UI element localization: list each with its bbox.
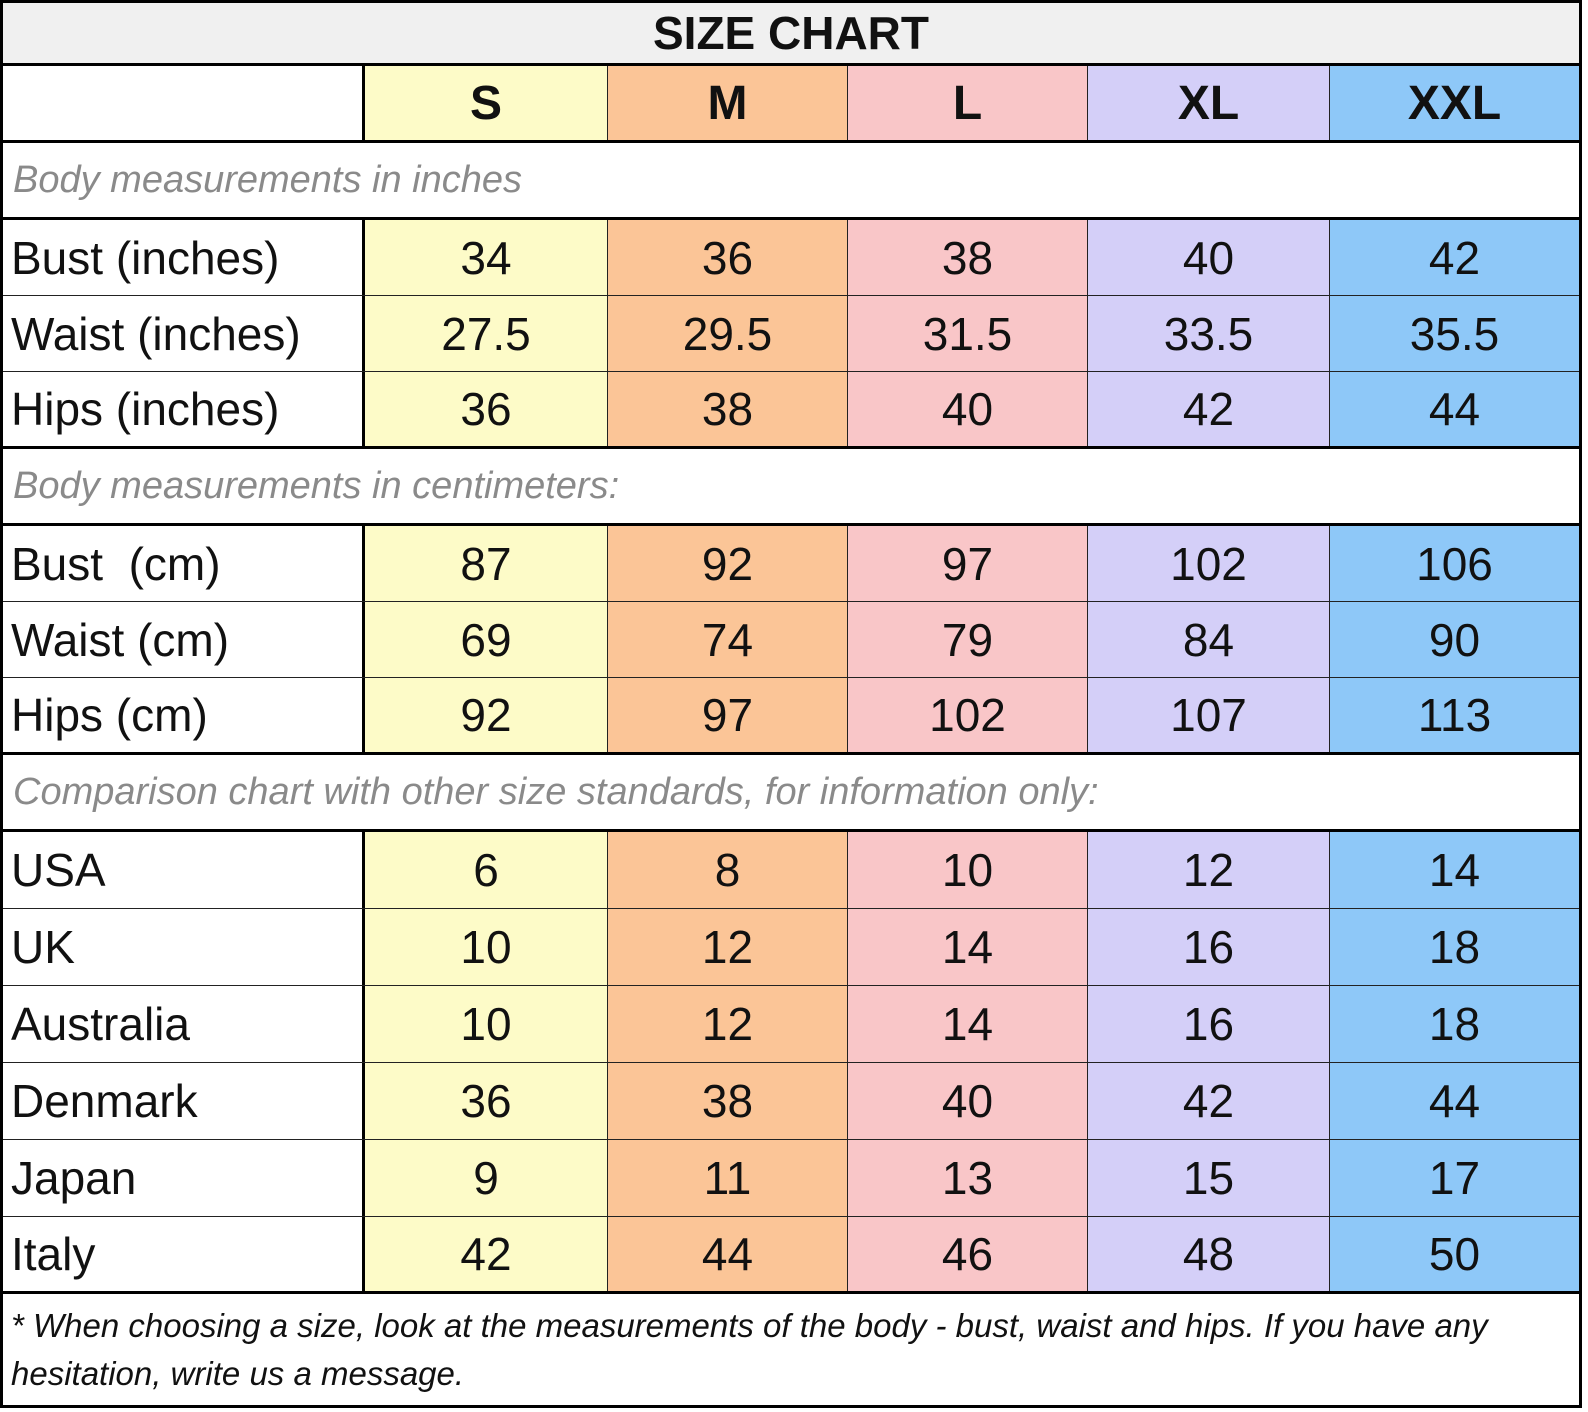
- value-cell: 12: [607, 909, 847, 985]
- value-cell: 36: [607, 220, 847, 295]
- value-cell: 36: [365, 372, 607, 446]
- value-cell: 92: [365, 678, 607, 752]
- value-cell: 38: [607, 1063, 847, 1139]
- value-cell: 14: [847, 986, 1087, 1062]
- value-cell: 42: [365, 1217, 607, 1291]
- table-row: Italy 42 44 46 48 50: [3, 1217, 1579, 1294]
- value-cell: 44: [1329, 1063, 1579, 1139]
- footnote: * When choosing a size, look at the meas…: [11, 1307, 1488, 1392]
- header-corner: [3, 66, 365, 140]
- row-label: Denmark: [3, 1063, 365, 1139]
- size-header-l: L: [847, 66, 1087, 140]
- table-row: Hips (cm) 92 97 102 107 113: [3, 678, 1579, 755]
- value-cell: 15: [1087, 1140, 1329, 1216]
- value-cell: 18: [1329, 986, 1579, 1062]
- value-cell: 31.5: [847, 296, 1087, 371]
- value-cell: 36: [365, 1063, 607, 1139]
- value-cell: 42: [1329, 220, 1579, 295]
- table-row: Hips (inches) 36 38 40 42 44: [3, 372, 1579, 449]
- value-cell: 79: [847, 602, 1087, 677]
- value-cell: 10: [847, 832, 1087, 908]
- value-cell: 69: [365, 602, 607, 677]
- value-cell: 38: [847, 220, 1087, 295]
- value-cell: 87: [365, 526, 607, 601]
- value-cell: 35.5: [1329, 296, 1579, 371]
- value-cell: 50: [1329, 1217, 1579, 1291]
- value-cell: 6: [365, 832, 607, 908]
- value-cell: 33.5: [1087, 296, 1329, 371]
- row-label: Hips (cm): [3, 678, 365, 752]
- value-cell: 12: [1087, 832, 1329, 908]
- section-heading-comparison: Comparison chart with other size standar…: [3, 755, 1579, 832]
- table-row: Bust (inches) 34 36 38 40 42: [3, 220, 1579, 296]
- value-cell: 16: [1087, 986, 1329, 1062]
- row-label: Hips (inches): [3, 372, 365, 446]
- value-cell: 106: [1329, 526, 1579, 601]
- table-row: Japan 9 11 13 15 17: [3, 1140, 1579, 1217]
- value-cell: 11: [607, 1140, 847, 1216]
- row-label: Japan: [3, 1140, 365, 1216]
- table-row: Australia 10 12 14 16 18: [3, 986, 1579, 1063]
- value-cell: 92: [607, 526, 847, 601]
- table-row: UK 10 12 14 16 18: [3, 909, 1579, 986]
- section-heading-inches: Body measurements in inches: [3, 143, 1579, 220]
- value-cell: 90: [1329, 602, 1579, 677]
- section-heading-centimeters: Body measurements in centimeters:: [3, 449, 1579, 526]
- value-cell: 8: [607, 832, 847, 908]
- value-cell: 84: [1087, 602, 1329, 677]
- value-cell: 29.5: [607, 296, 847, 371]
- value-cell: 46: [847, 1217, 1087, 1291]
- size-header-row: S M L XL XXL: [3, 66, 1579, 143]
- row-label: Bust (inches): [3, 220, 365, 295]
- size-header-xxl: XXL: [1329, 66, 1579, 140]
- row-label: Waist (inches): [3, 296, 365, 371]
- value-cell: 102: [1087, 526, 1329, 601]
- value-cell: 40: [1087, 220, 1329, 295]
- value-cell: 13: [847, 1140, 1087, 1216]
- value-cell: 27.5: [365, 296, 607, 371]
- row-label: Waist (cm): [3, 602, 365, 677]
- size-header-s: S: [365, 66, 607, 140]
- value-cell: 14: [847, 909, 1087, 985]
- value-cell: 113: [1329, 678, 1579, 752]
- value-cell: 97: [607, 678, 847, 752]
- table-row: Waist (cm) 69 74 79 84 90: [3, 602, 1579, 678]
- row-label: Italy: [3, 1217, 365, 1291]
- value-cell: 74: [607, 602, 847, 677]
- value-cell: 48: [1087, 1217, 1329, 1291]
- value-cell: 9: [365, 1140, 607, 1216]
- table-row: Denmark 36 38 40 42 44: [3, 1063, 1579, 1140]
- table-row: Bust (cm) 87 92 97 102 106: [3, 526, 1579, 602]
- value-cell: 34: [365, 220, 607, 295]
- value-cell: 18: [1329, 909, 1579, 985]
- value-cell: 40: [847, 372, 1087, 446]
- table-row: USA 6 8 10 12 14: [3, 832, 1579, 909]
- value-cell: 10: [365, 909, 607, 985]
- value-cell: 42: [1087, 372, 1329, 446]
- value-cell: 17: [1329, 1140, 1579, 1216]
- table-row: Waist (inches) 27.5 29.5 31.5 33.5 35.5: [3, 296, 1579, 372]
- value-cell: 14: [1329, 832, 1579, 908]
- value-cell: 44: [607, 1217, 847, 1291]
- value-cell: 44: [1329, 372, 1579, 446]
- value-cell: 16: [1087, 909, 1329, 985]
- row-label: UK: [3, 909, 365, 985]
- value-cell: 42: [1087, 1063, 1329, 1139]
- value-cell: 102: [847, 678, 1087, 752]
- value-cell: 107: [1087, 678, 1329, 752]
- row-label: USA: [3, 832, 365, 908]
- size-header-m: M: [607, 66, 847, 140]
- value-cell: 10: [365, 986, 607, 1062]
- row-label: Australia: [3, 986, 365, 1062]
- row-label: Bust (cm): [3, 526, 365, 601]
- chart-title: SIZE CHART: [3, 3, 1579, 66]
- value-cell: 97: [847, 526, 1087, 601]
- value-cell: 40: [847, 1063, 1087, 1139]
- value-cell: 38: [607, 372, 847, 446]
- value-cell: 12: [607, 986, 847, 1062]
- size-header-xl: XL: [1087, 66, 1329, 140]
